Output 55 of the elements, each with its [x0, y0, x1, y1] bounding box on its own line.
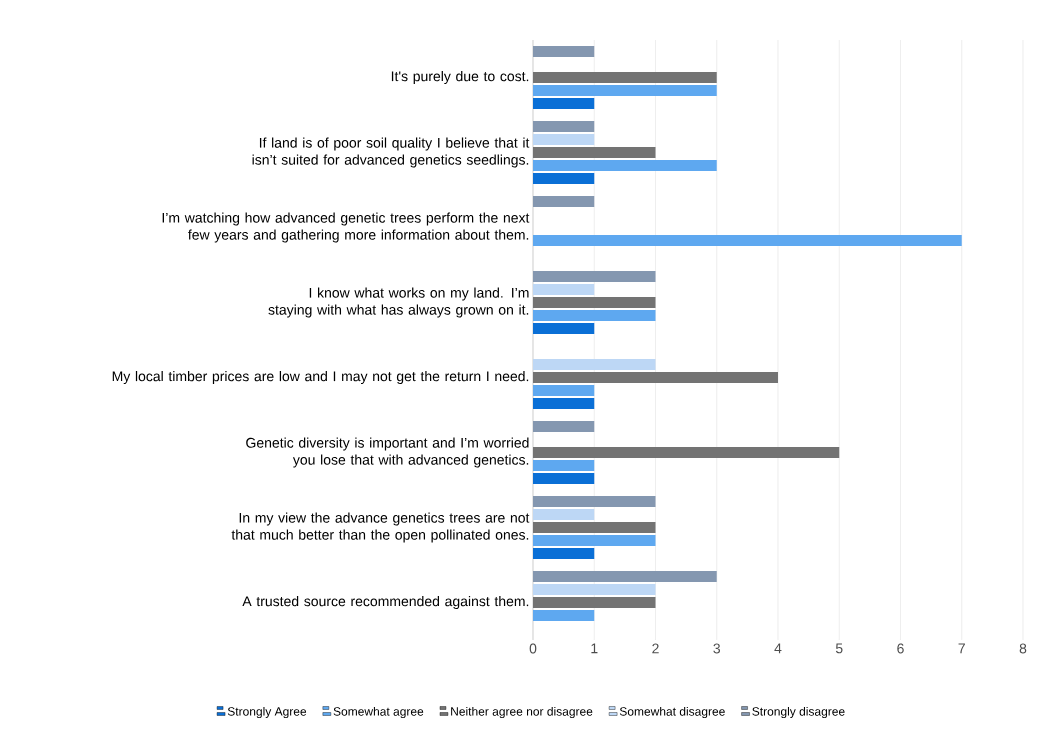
y-tick-label: In my view the advance genetics trees are not that much better than the open pollinated ones. — [231, 512, 530, 543]
bar — [533, 372, 778, 383]
x-tick-label: 0 — [529, 643, 537, 654]
bar — [533, 385, 595, 396]
y-tick-label: My local timber prices are low and I may not get the return I need. — [112, 370, 529, 385]
bar — [533, 121, 595, 132]
y-tick-label: I know what works on my land. I’m staying with what has always grown on it. — [268, 287, 529, 318]
legend-label: Somewhat disagree — [619, 706, 725, 719]
y-tick-label: It's purely due to cost. — [391, 70, 529, 85]
x-tick-label: 1 — [591, 643, 598, 654]
y-tick-label: If land is of poor soil quality I believe that it isn’t suited for advanced genetics seedlings. — [252, 137, 530, 168]
bar — [533, 547, 595, 559]
bar — [533, 459, 595, 471]
bar — [533, 160, 717, 171]
bar — [533, 235, 962, 246]
bar — [533, 85, 717, 96]
x-tick-label: 4 — [774, 643, 782, 654]
bar — [533, 323, 595, 334]
bar — [533, 147, 656, 158]
x-tick-label: 3 — [713, 643, 721, 654]
bar — [533, 535, 656, 546]
bar — [533, 597, 656, 608]
x-tick-label: 5 — [835, 643, 843, 654]
legend-label: Strongly Agree — [227, 706, 307, 719]
bar — [533, 397, 595, 409]
bar — [533, 271, 656, 282]
bar — [533, 98, 595, 109]
bar — [533, 521, 656, 533]
x-tick-label: 7 — [958, 643, 965, 654]
bar — [533, 496, 656, 507]
x-tick-label: 6 — [897, 643, 904, 654]
bar — [533, 447, 840, 458]
legend-label: Somewhat agree — [333, 706, 424, 719]
bar — [533, 196, 595, 207]
x-tick-label: 2 — [652, 643, 659, 654]
bar — [533, 509, 595, 520]
bar — [533, 46, 595, 57]
legend-label: Neither agree nor disagree — [451, 706, 593, 719]
bar — [533, 420, 595, 432]
x-tick-label: 8 — [1019, 643, 1027, 654]
bar — [533, 609, 595, 621]
bar — [533, 570, 717, 582]
y-tick-label: A trusted source recommended against them. — [242, 595, 529, 610]
bar — [533, 284, 595, 295]
bar — [533, 72, 717, 83]
bar — [533, 297, 656, 308]
bar — [533, 134, 595, 145]
bar — [533, 359, 656, 370]
bar — [533, 310, 656, 321]
legend-label: Strongly disagree — [752, 706, 845, 719]
bar — [533, 583, 656, 595]
y-tick-label: I’m watching how advanced genetic trees perform the next few years and gathering more information about them. — [162, 212, 530, 243]
bar — [533, 173, 595, 184]
y-tick-label: Genetic diversity is important and I’m worried you lose that with advanced genetics. — [246, 437, 529, 468]
bar — [533, 473, 595, 484]
